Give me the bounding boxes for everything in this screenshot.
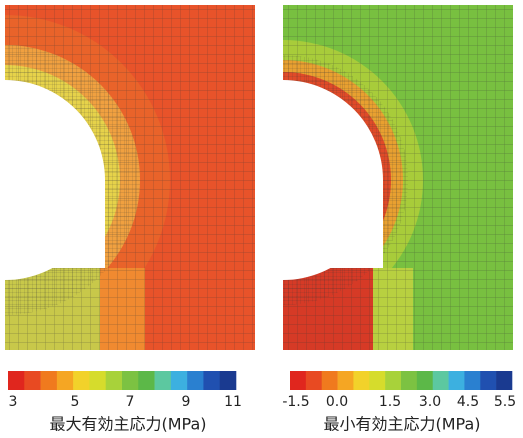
colorbar-tick-label: 5.5 [494, 394, 516, 410]
colorbar-swatch [24, 371, 41, 390]
colorbar-swatch [203, 371, 220, 390]
colorbar-swatch [433, 371, 449, 390]
colorbar-swatch [449, 371, 465, 390]
colorbar-swatch [353, 371, 369, 390]
colorbar-swatch [385, 371, 401, 390]
colorbar-swatch [480, 371, 496, 390]
colorbar-label: 最小有効主応力(MPa) [323, 415, 480, 434]
colorbar-swatch [122, 371, 139, 390]
colorbar-tick-label: 9 [182, 394, 191, 410]
colorbar-swatch [41, 371, 58, 390]
colorbar-swatch [73, 371, 90, 390]
colorbar-swatch [89, 371, 106, 390]
colorbar-swatch [369, 371, 385, 390]
colorbar-swatch [57, 371, 74, 390]
colorbar-tick-label: 0.0 [326, 394, 348, 410]
colorbar-swatch [401, 371, 417, 390]
colorbar-swatch [417, 371, 433, 390]
colorbar-tick-label: 5 [71, 394, 80, 410]
colorbar-swatch [464, 371, 480, 390]
colorbar-tick-label: 7 [126, 394, 135, 410]
colorbar-swatch [220, 371, 237, 390]
colorbar-swatch [496, 371, 512, 390]
colorbar-swatch [171, 371, 188, 390]
colorbar-tick-label: 3 [9, 394, 18, 410]
colorbar-tick-label: 1.5 [379, 394, 401, 410]
fem-plot-max [0, 5, 255, 350]
colorbar-tick-label: 4.5 [457, 394, 479, 410]
colorbar-label: 最大有効主応力(MPa) [49, 415, 206, 434]
colorbar-swatch [290, 371, 306, 390]
colorbar-swatch [155, 371, 172, 390]
colorbar-tick-label: -1.5 [282, 394, 309, 410]
colorbar-swatch [138, 371, 155, 390]
figure: 3 5 7 9 11 最大有効主応力(MPa) -1.5 0.0 1.5 3.0 4.5 5.5 最小有… [0, 0, 523, 438]
colorbar-tick-label: 3.0 [419, 394, 441, 410]
colorbar-tick-label: 11 [224, 394, 242, 410]
colorbar-swatch [187, 371, 204, 390]
colorbar-swatch [106, 371, 123, 390]
colorbar-swatch [306, 371, 322, 390]
colorbar-swatch [8, 371, 25, 390]
colorbar-swatch [338, 371, 354, 390]
colorbar-swatch [322, 371, 338, 390]
